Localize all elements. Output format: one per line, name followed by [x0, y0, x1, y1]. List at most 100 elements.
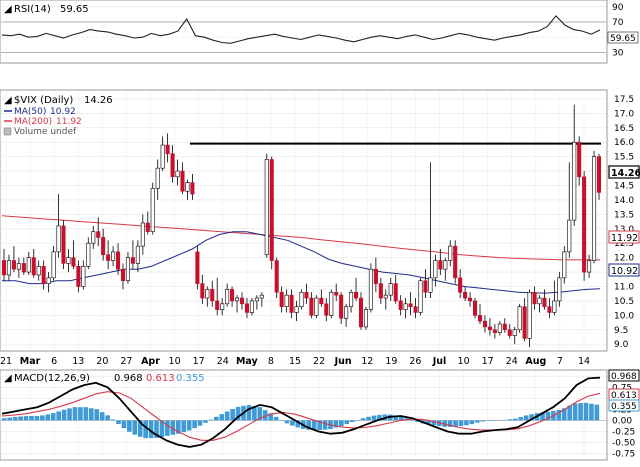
macd-histogram-bar: [464, 420, 469, 426]
macd-histogram-bar: [116, 420, 121, 425]
macd-icon: ◢: [4, 373, 12, 384]
candle-body: [66, 257, 71, 264]
macd-histogram-bar: [56, 411, 61, 421]
macd-histogram-bar: [279, 420, 284, 421]
macd-histogram-bar: [18, 416, 23, 421]
candle-body: [403, 303, 408, 310]
macd-histogram-bar: [7, 417, 13, 421]
price-gridlines: [1, 91, 606, 350]
candle-body: [378, 283, 383, 299]
macd-histogram-bar: [496, 420, 502, 421]
price-tick-label: 16.0: [614, 138, 634, 148]
candle-body: [477, 315, 483, 322]
macd-tick-label: 0.75: [612, 383, 632, 393]
macd-histogram-bar: [322, 420, 328, 430]
candle-body: [170, 153, 175, 178]
macd-histogram-bar: [317, 420, 322, 431]
macd-histogram-bar: [34, 416, 40, 421]
candle-body: [487, 326, 492, 331]
macd-histogram-bar: [88, 408, 94, 421]
candle-body: [309, 297, 314, 316]
macd-histogram-bar: [480, 420, 486, 422]
candle-body: [215, 300, 220, 310]
candle-body: [111, 251, 116, 261]
candle-body: [96, 231, 101, 238]
candle-body: [577, 141, 582, 178]
macd-histogram-bar: [306, 420, 312, 430]
candle-body: [468, 297, 473, 302]
candle-body: [532, 291, 537, 305]
candle-body: [557, 277, 562, 302]
macd-histogram-bar: [12, 416, 18, 421]
candle-body: [225, 289, 230, 305]
date-tick-label: 13: [72, 356, 84, 367]
macd-histogram-bar: [219, 414, 225, 421]
candle-body: [31, 257, 36, 276]
candle-body: [51, 251, 56, 279]
candle-body: [393, 283, 398, 302]
macd-histogram-bar: [257, 407, 263, 421]
candle-body: [373, 268, 378, 284]
macd-histogram-bar: [127, 420, 132, 432]
date-tick-label: 24: [217, 356, 229, 367]
macd-histogram-bar: [415, 420, 420, 422]
hist-value-tag-text: 0.355: [611, 402, 637, 412]
price-value-tags: 14.26 11.92 10.92: [608, 165, 640, 277]
date-tick-label: 21: [0, 356, 12, 367]
candle-body: [587, 260, 592, 273]
rsi-tick-label: 30: [612, 48, 624, 58]
macd-histogram-bar: [252, 406, 257, 421]
macd-title: MACD(12,26,9): [14, 373, 90, 384]
candle-body: [244, 303, 249, 313]
candle-body: [388, 283, 393, 296]
macd-histogram-bar: [513, 418, 518, 421]
ma50-legend-value: 10.92: [50, 107, 76, 117]
candle-body: [239, 297, 245, 305]
macd-histogram-bar: [192, 420, 197, 429]
macd-histogram-bar: [469, 420, 475, 425]
price-tick-label: 14.0: [614, 196, 634, 206]
candle-body: [507, 329, 512, 336]
signal-value-tag-text: 0.613: [611, 391, 637, 401]
candle-body: [56, 225, 61, 253]
candle-body: [324, 303, 329, 316]
candle-body: [354, 291, 359, 299]
macd-histogram-bar: [561, 408, 567, 421]
candle-body: [408, 303, 413, 308]
candle-body: [6, 260, 11, 276]
candle-body: [205, 289, 210, 299]
candle-body: [547, 306, 552, 313]
rsi-series-line: [1, 15, 601, 44]
macd-histogram-bar: [409, 419, 415, 421]
date-tick-label: Aug: [525, 356, 546, 367]
macd-histogram-bar: [246, 405, 252, 421]
candle-body: [279, 291, 284, 308]
candle-body: [220, 303, 225, 310]
macd-histogram-bar: [273, 416, 279, 421]
date-tick-label: 10: [458, 356, 470, 367]
macd-y-axis: 1.000.750.500.250.00-0.25-0.50-0.75: [612, 372, 636, 459]
candle-body: [135, 245, 140, 264]
candle-body: [344, 306, 349, 319]
price-tick-label: 16.5: [614, 124, 634, 134]
macd-histogram-bar: [485, 420, 491, 421]
macd-histogram-bar: [262, 410, 268, 421]
candle-body: [492, 329, 497, 333]
candle-body: [36, 265, 41, 276]
macd-histogram-bar: [175, 420, 181, 434]
candle-body: [86, 242, 91, 267]
price-tick-label: 11.0: [614, 283, 634, 293]
price-tick-label: 14.5: [614, 181, 634, 191]
candle-body: [200, 283, 205, 299]
rsi-frame: [0, 0, 608, 64]
macd-histogram-bar: [181, 420, 187, 433]
ma50-value-tag: [608, 263, 640, 277]
macd-histogram-bar: [393, 415, 399, 421]
price-tick-label: 9.0: [614, 340, 629, 350]
candle-body: [304, 291, 309, 299]
macd-histogram-bar: [545, 411, 551, 421]
macd-histogram-bar: [360, 418, 366, 421]
macd-histogram-bar: [121, 420, 127, 429]
macd-histogram-bar: [50, 413, 56, 421]
